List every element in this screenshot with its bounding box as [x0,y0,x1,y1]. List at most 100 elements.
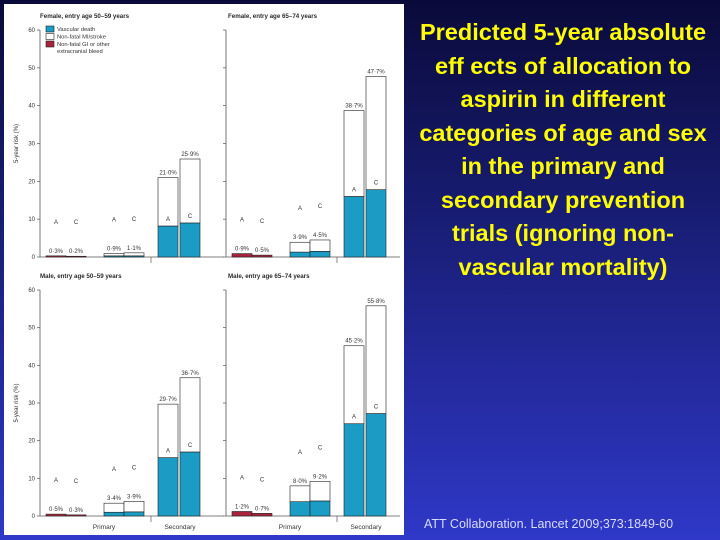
panel-3-bar-arm-label: A [166,449,170,455]
panel-2-bar-vascular-death [343,196,365,258]
panel-2-bar-bleed [251,254,273,258]
panel-4-bar-vascular-death [343,423,365,517]
panel-1-y-tick-label: 50 [28,66,35,72]
panel-2-bar-vascular-death [309,251,331,258]
panel-2-bar-arm-label: A [352,187,356,193]
panel-3-bar-nonfatal-mi-stroke [179,377,201,453]
panel-4-bar-bleed [231,511,253,517]
panel-3-bar-arm-label: A [54,478,58,484]
panel-4-bar-nonfatal-mi-stroke [309,481,331,502]
panel-4-bar-arm-label: C [318,445,323,451]
panel-3-group-label-primary: Primary [93,524,116,531]
panel-3-y-tick-label: 60 [28,288,35,294]
panel-2-bar-total-label: 0·9% [235,247,250,253]
panel-1-bar-vascular-death [157,225,179,258]
panel-2-bar-arm-label: C [260,219,265,225]
panel-2-bar-nonfatal-mi-stroke [309,239,331,252]
panel-3-bar-vascular-death [103,511,125,517]
legend-label-nonfatal-mi-stroke: Non-fatal MI/stroke [57,35,106,41]
panel-4-bar-arm-label: A [240,475,244,481]
panel-1-bar-arm-label: A [112,218,116,224]
legend-swatch-nonfatal-bleed [45,40,55,48]
panel-3-y-tick-label: 30 [28,401,35,407]
panel-1-bar-nonfatal-mi-stroke [123,252,145,257]
panel-2-bar-total-label: 4·5% [313,233,328,239]
panel-4-bar-arm-label: C [260,477,265,483]
panel-3-bar-vascular-death [157,457,179,517]
panel-3-bar-vascular-death [123,511,145,517]
panel-4-bar-nonfatal-mi-stroke [343,345,365,425]
panel-3-bar-arm-label: C [132,465,137,471]
panel-3-bar-vascular-death [179,451,201,517]
panel-1-bar-total-label: 21·0% [159,171,177,177]
panel-1-bar-total-label: 0·2% [69,249,84,255]
panel-4-bar-nonfatal-mi-stroke [289,485,311,502]
panel-2-bar-nonfatal-mi-stroke [365,76,387,190]
panel-1-bar-bleed [65,255,87,258]
panel-3-bar-total-label: 36·7% [181,371,199,377]
panel-3-y-tick-label: 10 [28,476,35,482]
legend-label-vascular-death: Vascular death [57,27,95,33]
panel-2-bar-arm-label: A [298,206,302,212]
panel-4-group-label-primary: Primary [279,524,302,531]
panel-2-bar-bleed [231,253,253,258]
panel-3-bar-arm-label: A [112,467,116,473]
panel-3-bar-bleed [65,514,87,517]
panel-2-bar-nonfatal-mi-stroke [289,241,311,253]
panel-3-bar-total-label: 29·7% [159,397,177,403]
panel-2-bar-total-label: 38·7% [345,104,363,110]
panel-4-bar-bleed [251,513,273,517]
panel-3-bar-nonfatal-mi-stroke [123,501,145,513]
panel-1-y-tick-label: 30 [28,142,35,148]
panel-4-bar-total-label: 0·7% [255,506,270,512]
panel-3-bar-arm-label: C [188,443,193,449]
panel-3-bar-arm-label: C [74,479,79,485]
panel-1-y-axis-title: 5-year risk (%) [14,124,20,163]
panel-2-title: Female, entry age 65–74 years [228,13,318,20]
panel-1-bar-arm-label: C [74,220,79,226]
slide-title: Predicted 5-year absolute eff ects of al… [419,19,707,280]
panel-1-bar-nonfatal-mi-stroke [157,177,179,227]
panel-4-bar-total-label: 55·8% [367,299,385,305]
panel-3-bar-total-label: 3·4% [107,496,122,502]
chart-figure: Female, entry age 50–59 years 0 10 20 30 40 50… [14,13,400,531]
panel-3-y-tick-label: 50 [28,326,35,332]
panel-3-bar-nonfatal-mi-stroke [103,502,125,513]
panel-1-bar-total-label: 1·1% [127,246,142,252]
panel-3-y-tick-label: 20 [28,439,35,445]
panel-1-bar-arm-label: C [188,214,193,220]
panel-4-bar-total-label: 9·2% [313,474,328,480]
panel-3-bar-bleed [45,513,67,517]
panel-2-bar-total-label: 0·5% [255,248,270,254]
legend-swatch-nonfatal-mi-stroke [45,33,55,40]
panel-1-bar-arm-label: C [132,217,137,223]
panel-2-bar-arm-label: C [374,181,379,187]
panel-3-group-label-secondary: Secondary [164,524,196,531]
panel-1-bar-total-label: 25·9% [181,152,199,158]
panel-4-bar-vascular-death [365,413,387,517]
citation: ATT Collaboration. Lancet 2009;373:1849-… [424,517,674,531]
panel-2-bar-arm-label: A [240,218,244,224]
panel-1-bar-nonfatal-mi-stroke [103,253,125,257]
panel-2-bar-arm-label: C [318,204,323,210]
panel-4-bar-total-label: 45·2% [345,339,363,345]
panel-4-bar-arm-label: A [352,415,356,421]
panel-3-bar-nonfatal-mi-stroke [157,403,179,458]
panel-1-bar-total-label: 0·9% [107,247,122,253]
panel-1-bar-bleed [45,255,67,258]
panel-1-y-tick-label: 10 [28,217,35,223]
panel-1-bar-arm-label: A [54,220,58,226]
panel-2-bar-vascular-death [289,251,311,258]
panel-3-y-tick-label: 40 [28,363,35,369]
panel-3-bar-total-label: 0·3% [69,508,84,514]
panel-4-bar-arm-label: C [374,405,379,411]
panel-1-y-tick-label: 60 [28,28,35,34]
panel-3-bar-total-label: 0·5% [49,507,64,513]
panel-1-y-tick-label: 40 [28,104,35,110]
panel-1-bar-nonfatal-mi-stroke [179,158,201,224]
panel-1-title: Female, entry age 50–59 years [40,13,130,20]
panel-4-group-label-secondary: Secondary [350,524,382,531]
legend-label-nonfatal-bleed: Non-fatal GI or other extracranial bleed [57,42,110,55]
panel-4-bar-nonfatal-mi-stroke [365,305,387,414]
panel-4-bar-vascular-death [289,501,311,517]
